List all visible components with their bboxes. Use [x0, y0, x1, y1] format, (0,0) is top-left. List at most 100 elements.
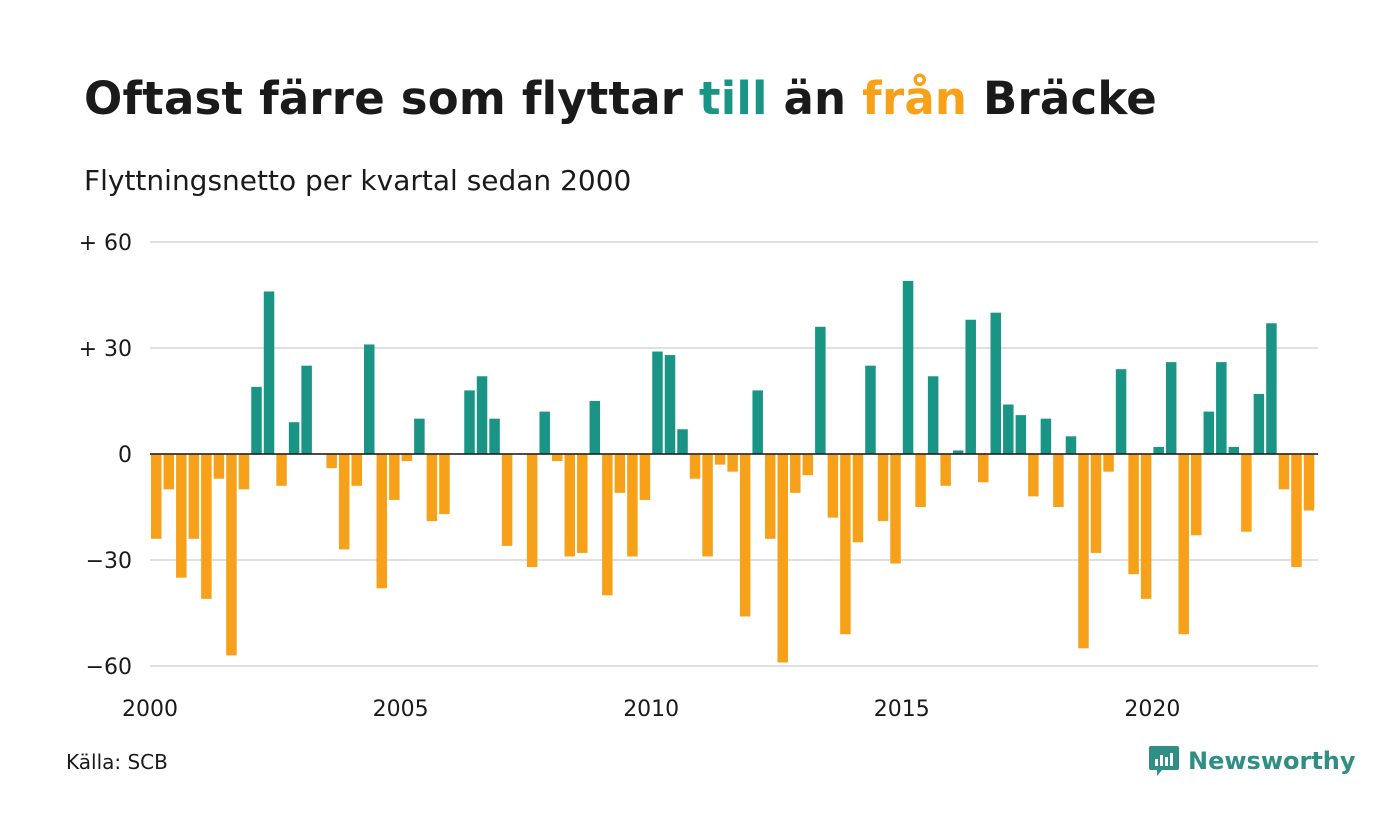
bar: [1078, 454, 1089, 649]
bar: [802, 454, 814, 476]
bar: [764, 454, 776, 539]
bar: [927, 376, 939, 454]
bar: [163, 454, 175, 490]
bar: [702, 454, 713, 557]
chart-subtitle: Flyttningsnetto per kvartal sedan 2000: [84, 164, 632, 197]
bar: [1140, 454, 1152, 599]
newsworthy-chart-bubble-icon: [1149, 746, 1179, 776]
bar: [577, 454, 588, 553]
bar: [827, 454, 839, 518]
bar: [464, 390, 475, 454]
bar: [865, 365, 876, 454]
bar: [1278, 454, 1290, 490]
bar: [351, 454, 362, 486]
brand-logo: Newsworthy: [1148, 744, 1356, 778]
bar: [1303, 454, 1315, 511]
x-tick-label: 2005: [373, 697, 429, 722]
bar: [1053, 454, 1064, 507]
bar: [201, 454, 212, 599]
bar: [1090, 454, 1102, 553]
bar: [364, 344, 375, 454]
bar: [627, 454, 638, 557]
bar: [1153, 446, 1164, 454]
bar: [551, 454, 563, 462]
bar: [326, 454, 337, 469]
bar: [414, 418, 425, 454]
title-fran: från: [862, 72, 968, 125]
bar: [426, 454, 438, 522]
bar: [301, 365, 312, 454]
bar: [1028, 454, 1039, 497]
bar: [840, 454, 851, 635]
bar: [639, 454, 651, 500]
bar: [213, 454, 225, 479]
x-tick-label: 2010: [623, 697, 679, 722]
chart-title: Oftast färre som flyttar till än från Br…: [84, 72, 1157, 125]
bar: [902, 280, 914, 454]
bar: [689, 454, 701, 479]
bar: [1178, 454, 1189, 635]
bar: [714, 454, 726, 465]
bar: [852, 454, 864, 543]
bar: [1291, 454, 1302, 568]
bar: [777, 454, 789, 663]
bar: [401, 454, 413, 462]
bar: [652, 351, 663, 454]
bar: [263, 291, 275, 454]
title-part-3: än: [767, 72, 863, 125]
bar: [1165, 362, 1177, 454]
bar: [1015, 415, 1027, 454]
y-tick-label: −60: [86, 655, 132, 680]
bar: [790, 454, 801, 493]
title-part-1: Oftast färre som flyttar: [84, 72, 700, 125]
y-tick-label: 0: [118, 443, 132, 468]
bar: [1228, 446, 1240, 454]
bar: [539, 411, 550, 454]
bar: [526, 454, 538, 568]
y-tick-label: + 60: [79, 231, 132, 256]
bar: [990, 312, 1002, 454]
bar: [890, 454, 901, 564]
bar: [1253, 393, 1265, 454]
bar: [965, 319, 976, 454]
x-tick-label: 2015: [874, 697, 930, 722]
bar: [288, 422, 300, 454]
bar: [338, 454, 350, 550]
bar: [677, 429, 688, 454]
bar: [276, 454, 287, 486]
bar: [176, 454, 187, 578]
bar: [727, 454, 738, 472]
bar: [1103, 454, 1114, 472]
bar: [614, 454, 626, 493]
bar: [251, 386, 262, 454]
bar: [815, 326, 826, 454]
bar: [376, 454, 388, 589]
bar: [589, 401, 601, 454]
y-tick-label: −30: [86, 549, 132, 574]
bar: [664, 355, 676, 454]
bar: [151, 454, 162, 539]
source-note: Källa: SCB: [66, 750, 168, 774]
bar: [752, 390, 763, 454]
bar: [977, 454, 989, 483]
title-till: till: [699, 72, 768, 125]
bar: [1115, 369, 1127, 454]
bar: [238, 454, 250, 490]
bar: [489, 418, 500, 454]
bar: [602, 454, 613, 596]
bar: [1128, 454, 1139, 575]
bar: [1216, 362, 1227, 454]
bar: [476, 376, 488, 454]
bar: [877, 454, 889, 522]
bar: [226, 454, 237, 656]
bar: [1040, 418, 1052, 454]
bar: [915, 454, 926, 507]
bar: [188, 454, 200, 539]
y-tick-label: + 30: [79, 337, 132, 362]
bar: [1266, 323, 1277, 454]
bar: [952, 450, 964, 454]
x-tick-label: 2000: [122, 697, 178, 722]
x-tick-label: 2020: [1124, 697, 1180, 722]
